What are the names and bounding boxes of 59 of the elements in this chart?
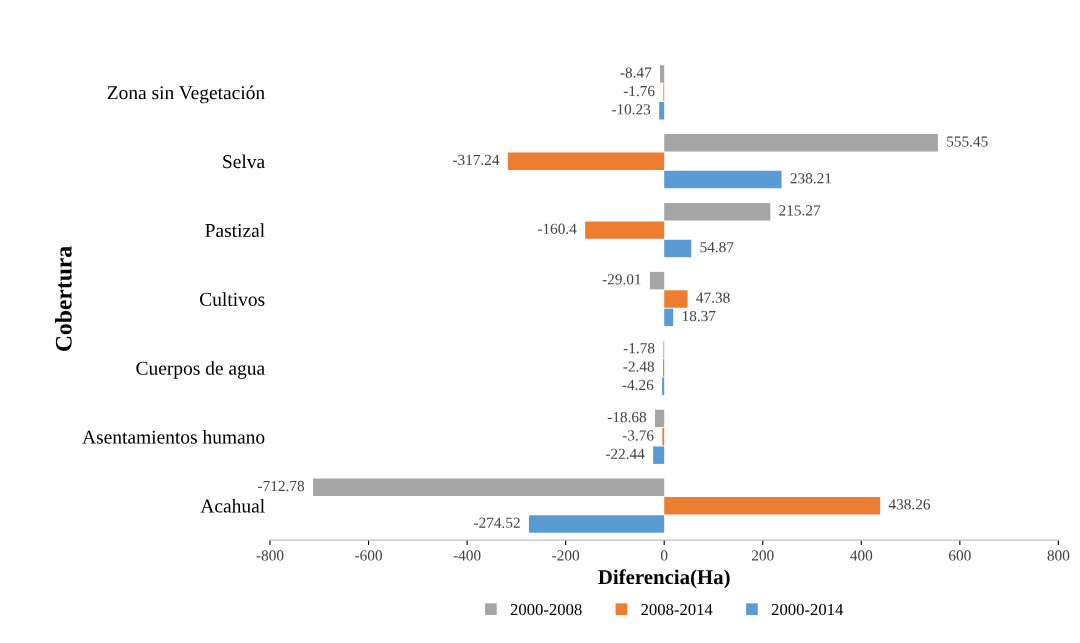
x-tick-label: -200 [552, 550, 580, 561]
data-label: 18.37 [682, 310, 716, 322]
data-label: 47.38 [696, 292, 730, 303]
data-label: 238.21 [790, 173, 832, 184]
x-tick-label: 800 [1047, 550, 1070, 561]
y-tick-label: Asentamientos humano [82, 430, 265, 444]
data-label: -8.47 [620, 67, 652, 78]
y-tick-label: Pastizal [205, 223, 265, 238]
data-label: -29.01 [602, 274, 641, 285]
data-label: 215.27 [779, 205, 821, 216]
bar [664, 170, 782, 189]
bar [664, 134, 938, 152]
legend-label: 2008-2014 [641, 603, 713, 616]
data-label: 438.26 [888, 499, 931, 510]
bar [664, 308, 674, 327]
y-tick-label: Cultivos [200, 292, 265, 306]
x-tick-label: 200 [751, 550, 774, 561]
data-label: -1.76 [623, 85, 655, 97]
bar [653, 446, 665, 464]
x-tick-label: 400 [850, 550, 873, 561]
data-label: -160.4 [537, 223, 577, 234]
bar [662, 377, 665, 395]
data-label: -22.44 [605, 448, 645, 460]
bar [507, 152, 665, 170]
legend-label: 2000-2014 [771, 603, 844, 616]
data-label: -274.52 [474, 517, 520, 528]
data-label: -18.68 [607, 411, 647, 423]
bar [649, 271, 665, 290]
data-label: -3.76 [622, 430, 654, 441]
data-label: -2.48 [623, 361, 655, 372]
bar [664, 496, 881, 515]
data-label: -4.26 [622, 379, 654, 391]
y-tick-label: Cuerpos de agua [136, 361, 265, 379]
legend-label: 2000-2008 [510, 603, 582, 616]
data-label: -1.78 [623, 343, 655, 354]
y-axis-title: Cobertura [55, 246, 72, 351]
bar [664, 290, 688, 308]
y-tick-label: Zona sin Vegetación [107, 85, 265, 104]
bar [585, 221, 665, 239]
x-tick-label: -600 [355, 550, 382, 561]
x-axis-title: Diferencia(Ha) [598, 569, 730, 589]
bar [664, 203, 771, 221]
x-tick-label: 600 [949, 550, 971, 561]
y-tick-label: Selva [223, 154, 265, 169]
y-tick-label: Acahual [200, 498, 265, 513]
bar [659, 101, 665, 120]
data-label: -317.24 [453, 154, 500, 166]
bar [528, 515, 665, 533]
bar [660, 65, 665, 83]
bar [312, 478, 665, 497]
data-label: -10.23 [611, 104, 651, 115]
x-tick-label: 0 [660, 550, 668, 561]
x-tick-label: -800 [256, 550, 284, 561]
x-tick-label: -400 [453, 550, 481, 561]
data-label: 555.45 [947, 136, 988, 147]
bar [655, 409, 665, 428]
data-label: -712.78 [258, 480, 305, 492]
bar [664, 239, 692, 258]
data-label: 54.87 [700, 241, 734, 253]
